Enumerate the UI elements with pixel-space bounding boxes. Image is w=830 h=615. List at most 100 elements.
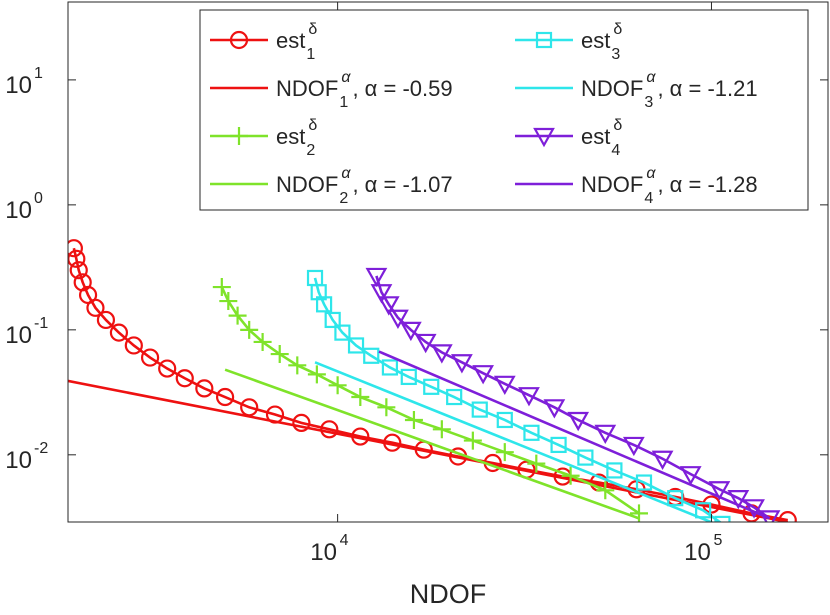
marker-circle (229, 30, 249, 50)
marker-triangle (365, 267, 388, 288)
legend-label-sub: 2 (339, 190, 348, 207)
legend-label: NDOF (581, 172, 643, 197)
marker-triangle (370, 284, 393, 304)
marker-triangle (472, 365, 494, 385)
y-tick-label: 10 (5, 197, 32, 224)
marker-triangle (533, 127, 555, 148)
y-tick-label: 10 (5, 72, 32, 99)
legend-box (199, 9, 809, 211)
marker-plus (561, 466, 580, 485)
marker-circle (124, 336, 143, 355)
y-tick-exponent: 0 (34, 190, 43, 207)
marker-square (423, 378, 440, 395)
marker-triangle (543, 399, 566, 419)
series-line (72, 247, 789, 522)
x-axis-label: NDOF (410, 579, 487, 609)
marker-triangle (743, 499, 765, 519)
marker-square (334, 324, 351, 341)
marker-triangle (727, 490, 750, 510)
fit-line (378, 350, 771, 520)
marker-square (496, 411, 513, 429)
y-tick-exponent: -2 (34, 440, 48, 457)
y-tick-exponent: 1 (34, 65, 43, 82)
y-tick-exponent: -1 (34, 315, 48, 332)
legend-label-suffix: , α = -1.07 (352, 172, 452, 197)
plot-area (68, 239, 797, 522)
marker-triangle (758, 510, 781, 522)
legend-label-sup: δ (613, 21, 622, 38)
legend-label-sub: 3 (611, 46, 620, 63)
legend-label-sup: δ (613, 117, 622, 134)
legend-label-sub: 4 (644, 190, 653, 207)
legend-label: NDOF (276, 76, 338, 101)
marker-circle (195, 379, 214, 398)
fit-line (314, 361, 715, 522)
marker-square (550, 436, 567, 454)
marker-square (381, 359, 399, 376)
marker-plus (432, 420, 451, 439)
legend-label-sub: 3 (644, 94, 653, 111)
marker-square (606, 462, 623, 479)
marker-square (471, 401, 488, 418)
marker-circle (109, 323, 129, 342)
marker-plus (228, 306, 247, 325)
x-tick-label: 10 (684, 539, 711, 566)
legend-label: NDOF (276, 172, 338, 197)
marker-plus (240, 320, 259, 339)
fit-line (224, 368, 640, 520)
legend-label-suffix: , α = -1.28 (657, 172, 757, 197)
marker-square (310, 284, 327, 301)
marker-square (347, 337, 365, 354)
marker-triangle (622, 436, 645, 457)
marker-plus (596, 481, 615, 500)
legend-label-suffix: , α = -1.21 (657, 76, 757, 101)
legend-label: est (276, 28, 305, 53)
legend-label-sub: 1 (339, 94, 348, 111)
marker-square (577, 449, 594, 466)
marker-triangle (451, 354, 473, 374)
marker-circle (215, 387, 235, 407)
marker-triangle (493, 375, 516, 396)
legend-label-sup: α (646, 69, 656, 86)
marker-square (695, 502, 712, 519)
legend-label: est (276, 124, 305, 149)
legend-label-sup: α (341, 165, 351, 182)
marker-square (315, 296, 333, 313)
legend-label-sup: δ (308, 21, 317, 38)
marker-plus (527, 454, 546, 473)
marker-circle (140, 348, 160, 367)
marker-triangle (414, 333, 437, 354)
marker-circle (292, 413, 311, 433)
marker-circle (96, 310, 116, 330)
marker-triangle (567, 411, 590, 432)
x-tick-label: 10 (310, 539, 337, 566)
marker-triangle (594, 424, 617, 445)
y-tick-label: 10 (5, 322, 32, 349)
legend-label-sup: δ (308, 117, 317, 134)
marker-triangle (708, 481, 731, 501)
legend-label-sup: α (646, 165, 656, 182)
legend-label: est (581, 28, 610, 53)
legend-label-suffix: , α = -0.59 (352, 76, 452, 101)
series-line (313, 277, 722, 522)
marker-plus (219, 292, 238, 311)
marker-triangle (651, 450, 674, 470)
marker-square (535, 31, 553, 49)
marker-square (714, 515, 731, 522)
marker-plus (495, 443, 514, 462)
axes-box (67, 1, 829, 523)
y-tick-label: 10 (5, 447, 32, 474)
marker-plus (630, 504, 648, 522)
marker-circle (69, 261, 88, 280)
marker-triangle (679, 466, 702, 486)
marker-circle (175, 369, 194, 388)
marker-triangle (377, 296, 400, 316)
marker-square (635, 474, 653, 491)
marker-circle (158, 359, 177, 378)
marker-square (446, 388, 463, 406)
marker-circle (86, 298, 105, 317)
legend-label: NDOF (581, 76, 643, 101)
marker-plus (307, 365, 326, 384)
